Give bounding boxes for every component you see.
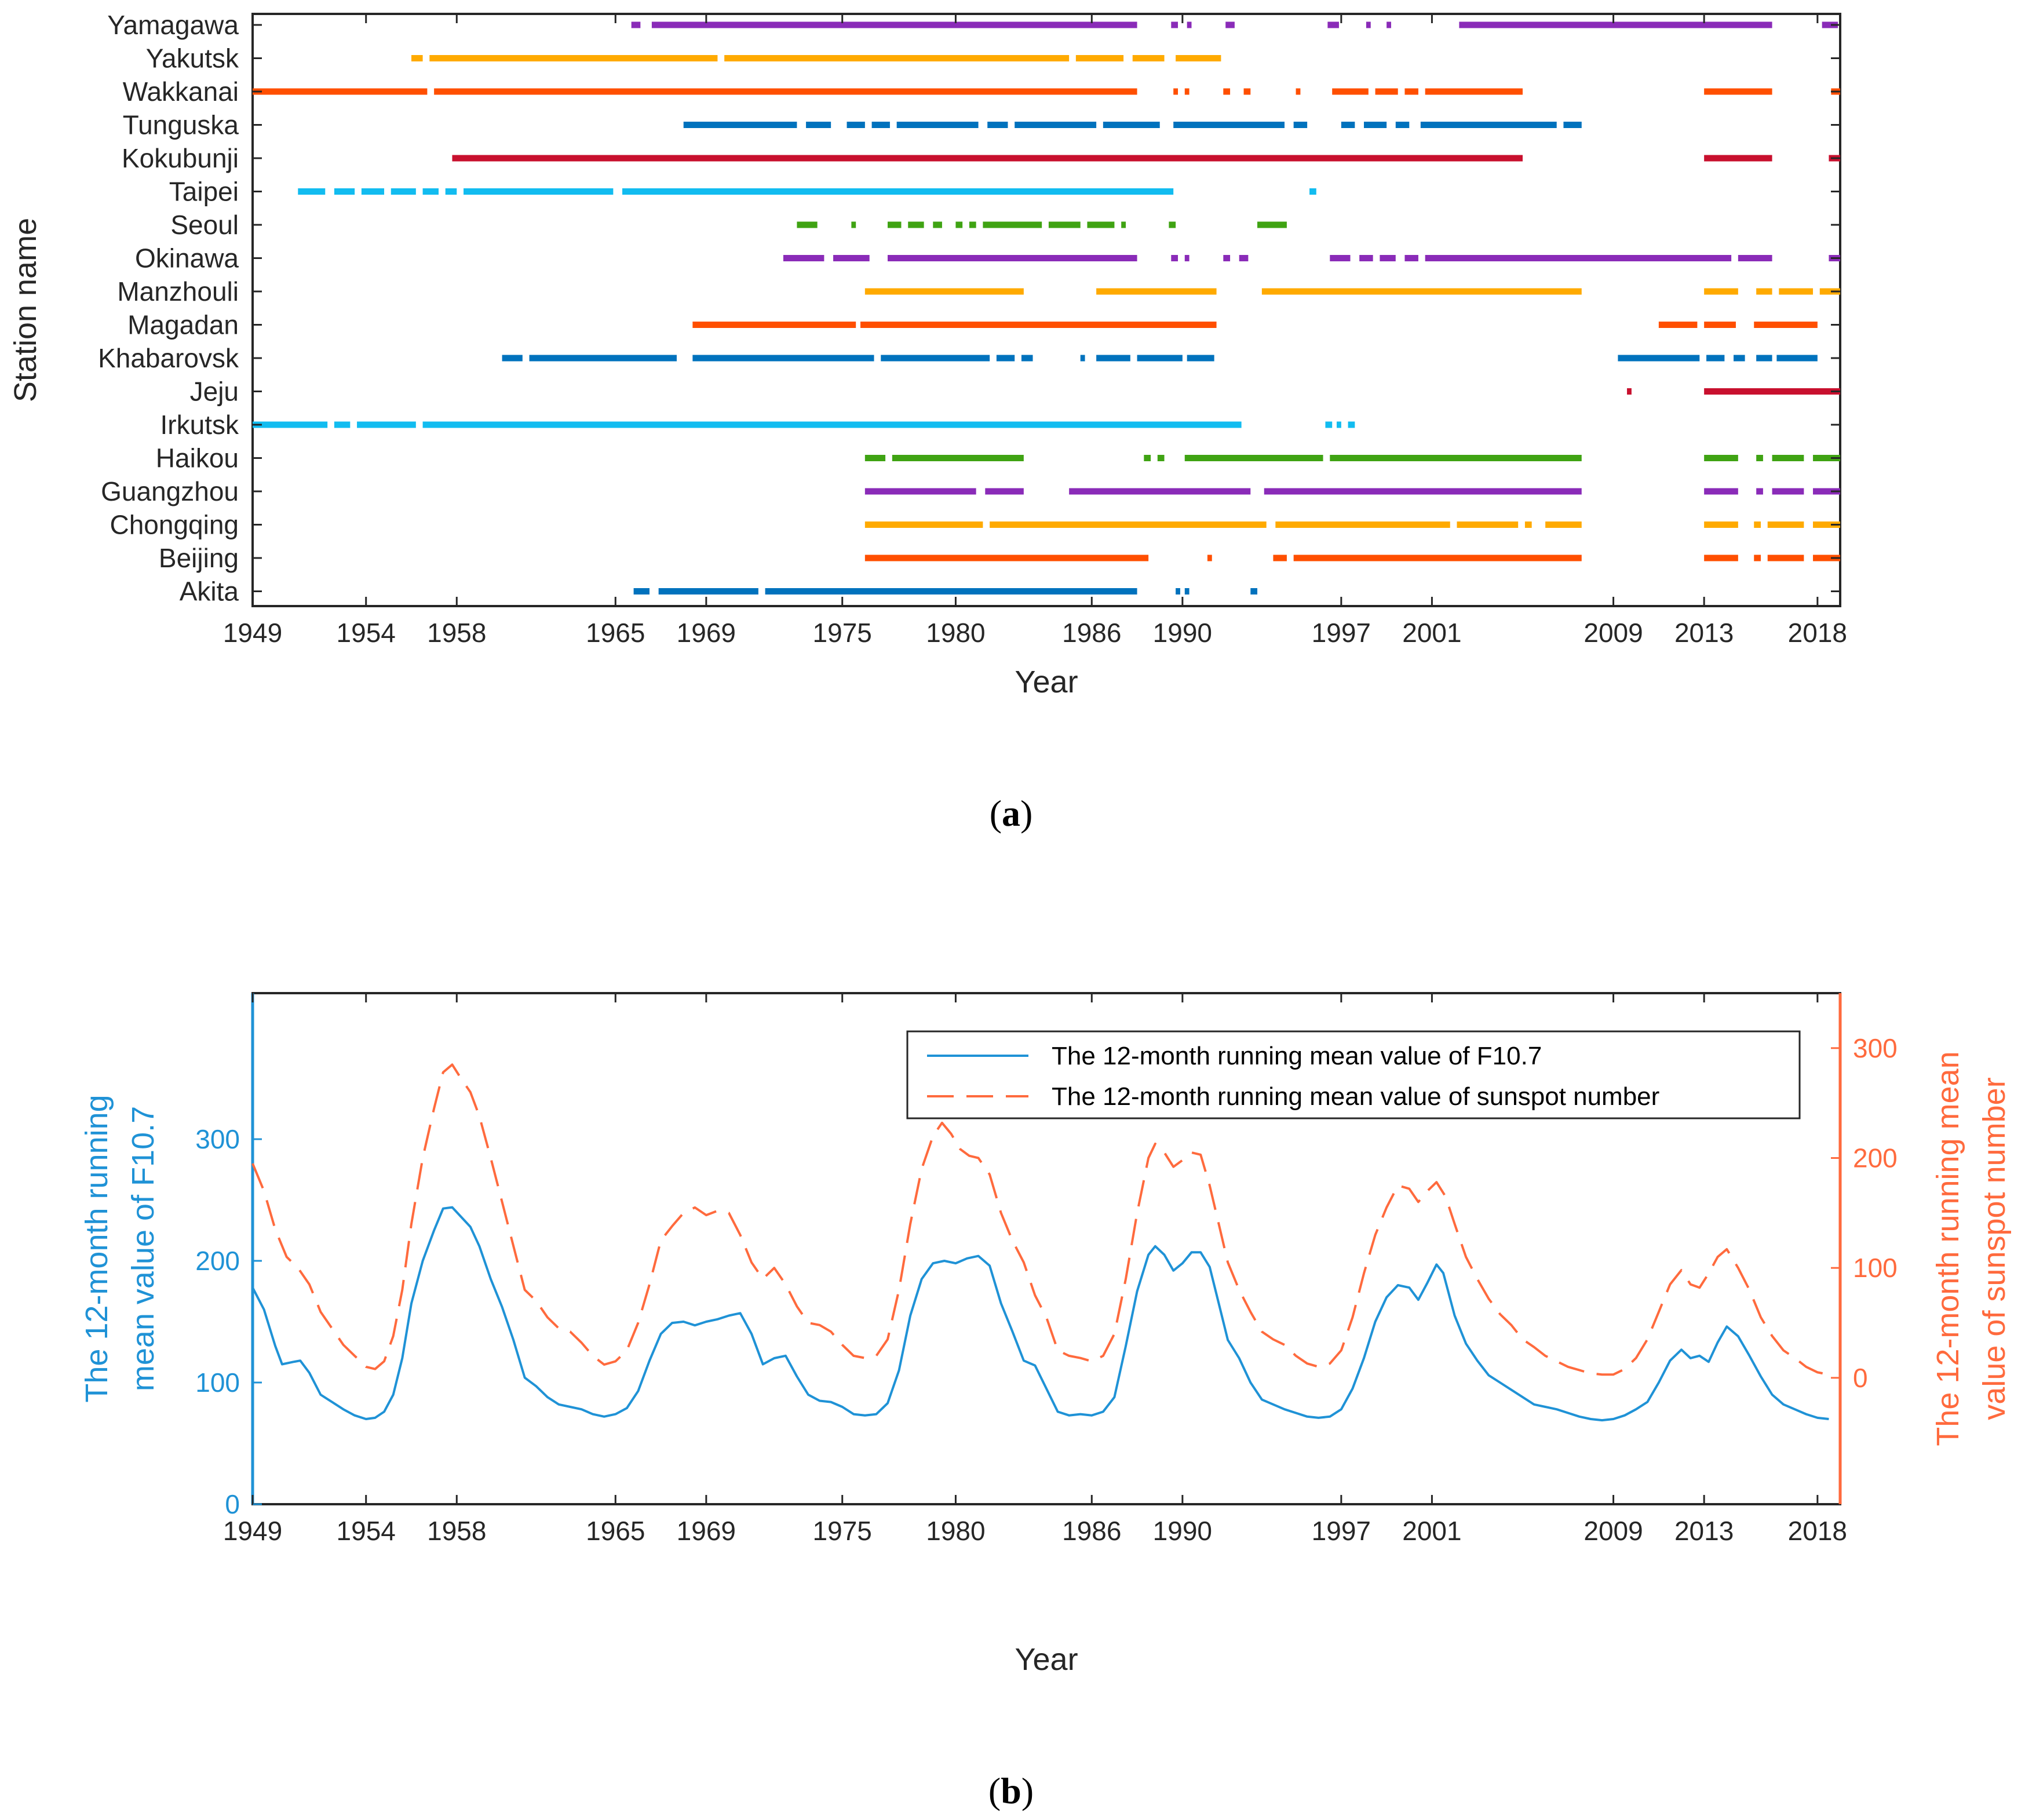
xtick-label-a-1980: 1980 [926, 618, 985, 648]
legend-label-f107: The 12-month running mean value of F10.7 [1052, 1042, 1542, 1070]
xtick-label-b-2001: 2001 [1402, 1516, 1461, 1546]
solar-year-ticks: 1949 1954 1958 1965 1969 1975 1980 1986 1990 1997… [223, 993, 1847, 1546]
station-label-chongqing: Chongqing [110, 510, 239, 540]
xtick-label-a-2009: 2009 [1583, 618, 1643, 648]
xtick-label-a-1986: 1986 [1062, 618, 1121, 648]
ytick-label-right-0: 0 [1853, 1363, 1868, 1393]
station-label-beijing: Beijing [159, 543, 239, 573]
station-label-jeju: Jeju [190, 377, 239, 407]
panel-b-caption: (b) [988, 1770, 1034, 1811]
ytick-label-left-200: 200 [195, 1246, 240, 1276]
legend-box [906, 1030, 1801, 1119]
station-label-haikou: Haikou [156, 443, 239, 473]
station-name-ticks: YamagawaYakutskWakkanaiTunguskaKokubunji… [98, 10, 1840, 607]
station-label-taipei: Taipei [169, 177, 239, 207]
xtick-label-b-1969: 1969 [677, 1516, 736, 1546]
xtick-label-a-2013: 2013 [1674, 618, 1734, 648]
xtick-label-b-1986: 1986 [1062, 1516, 1121, 1546]
station-label-seoul: Seoul [170, 210, 239, 240]
xtick-label-b-1949: 1949 [223, 1516, 282, 1546]
xtick-label-a-1997: 1997 [1312, 618, 1371, 648]
xtick-label-b-1997: 1997 [1312, 1516, 1371, 1546]
xtick-label-a-1965: 1965 [586, 618, 645, 648]
ytick-label-right-200: 200 [1853, 1143, 1898, 1173]
xtick-label-b-2009: 2009 [1583, 1516, 1643, 1546]
xtick-label-b-1965: 1965 [586, 1516, 645, 1546]
xtick-label-b-1980: 1980 [926, 1516, 985, 1546]
solar-series [251, 1063, 1829, 1422]
panel-b-label: b [1001, 1770, 1021, 1811]
sunspot-axis-label-l1: The 12-month running mean [1931, 1051, 1965, 1446]
xtick-label-b-1990: 1990 [1153, 1516, 1212, 1546]
panel-b-close-paren: ) [1021, 1770, 1034, 1811]
ytick-label-left-300: 300 [195, 1124, 240, 1154]
series-line-sunspot [251, 1063, 1829, 1376]
station-timeline-panel: YamagawaYakutskWakkanaiTunguskaKokubunji… [8, 10, 1847, 834]
xtick-label-a-2018: 2018 [1788, 618, 1847, 648]
xtick-label-a-1954: 1954 [337, 618, 396, 648]
timeline-ylabel: Station name [8, 218, 43, 402]
panel-a-open-paren: ( [990, 793, 1002, 834]
xtick-label-a-1958: 1958 [427, 618, 486, 648]
sunspot-axis-label-l2: value of sunspot number [1977, 1077, 2012, 1420]
legend-label-sunspot: The 12-month running mean value of sunsp… [1052, 1082, 1659, 1111]
station-label-okinawa: Okinawa [135, 243, 239, 273]
f107-axis-label-l2: mean value of F10.7 [126, 1106, 160, 1391]
station-label-wakkanai: Wakkanai [123, 76, 239, 107]
station-label-magadan: Magadan [127, 310, 239, 340]
panel-a-label: a [1002, 793, 1020, 834]
station-label-kokubunji: Kokubunji [122, 143, 239, 173]
f107-axis-label-group: The 12-month running mean value of F10.7 [79, 1095, 160, 1402]
f107-axis-label-l1: The 12-month running [79, 1095, 114, 1402]
xtick-label-a-1990: 1990 [1153, 618, 1212, 648]
xtick-label-a-1975: 1975 [813, 618, 872, 648]
station-label-khabarovsk: Khabarovsk [98, 343, 239, 373]
xtick-label-b-2018: 2018 [1788, 1516, 1847, 1546]
ytick-label-left-0: 0 [225, 1489, 240, 1519]
xtick-label-b-1975: 1975 [813, 1516, 872, 1546]
f107-axis-ticks: 0 100 200 300 [195, 1124, 262, 1519]
panel-b-open-paren: ( [988, 1770, 1001, 1811]
timeline-plot-frame [251, 13, 1841, 607]
xtick-label-b-2013: 2013 [1674, 1516, 1734, 1546]
series-line-f107 [251, 1206, 1829, 1422]
xtick-label-a-1969: 1969 [677, 618, 736, 648]
xtick-label-a-2001: 2001 [1402, 618, 1461, 648]
panel-a-caption: (a) [990, 793, 1033, 834]
station-label-yamagawa: Yamagawa [107, 10, 239, 40]
timeline-year-ticks: 1949 1954 1958 1965 1969 1975 1980 1986 1990 1997… [223, 14, 1847, 648]
station-label-akita: Akita [180, 577, 239, 607]
solar-xlabel: Year [1015, 1642, 1078, 1677]
timeline-segments [253, 21, 1840, 594]
ytick-label-left-100: 100 [195, 1367, 240, 1398]
station-label-yakutsk: Yakutsk [146, 43, 239, 74]
station-label-manzhouli: Manzhouli [117, 276, 239, 307]
timeline-xlabel: Year [1015, 665, 1078, 699]
xtick-label-a-1949: 1949 [223, 618, 282, 648]
sunspot-axis-ticks: 0 100 200 300 [1831, 1033, 1898, 1393]
station-label-tunguska: Tunguska [123, 110, 239, 140]
ytick-label-right-100: 100 [1853, 1253, 1898, 1283]
sunspot-axis-label-group: The 12-month running mean value of sunsp… [1931, 1051, 2012, 1446]
ytick-label-right-300: 300 [1853, 1033, 1898, 1063]
xtick-label-b-1958: 1958 [427, 1516, 486, 1546]
station-label-guangzhou: Guangzhou [101, 476, 239, 506]
panel-a-close-paren: ) [1020, 793, 1032, 834]
xtick-label-b-1954: 1954 [337, 1516, 396, 1546]
legend: The 12-month running mean value of F10.7… [906, 1030, 1801, 1119]
station-label-irkutsk: Irkutsk [160, 410, 239, 440]
